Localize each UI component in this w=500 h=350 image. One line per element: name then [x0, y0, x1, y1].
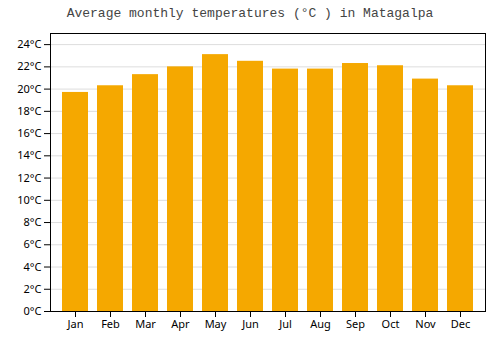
html-text:Average monthly temperatures (: Average monthly temperatures (°C ) in Ma… — [66, 6, 434, 21]
svg-text:Sep: Sep — [346, 316, 365, 331]
svg-text:8°C: 8°C — [24, 214, 42, 229]
svg-text:14°C: 14°C — [17, 147, 41, 162]
svg-text:10°C: 10°C — [17, 192, 41, 207]
svg-text:Mar: Mar — [135, 316, 156, 331]
svg-text:Feb: Feb — [101, 316, 120, 331]
svg-text:Aug: Aug — [310, 316, 331, 331]
svg-text:May: May — [205, 316, 227, 331]
svg-text:Dec: Dec — [451, 316, 471, 331]
svg-text:Apr: Apr — [171, 316, 190, 331]
svg-text:Jun: Jun — [241, 316, 259, 331]
svg-text:0°C: 0°C — [24, 303, 42, 318]
svg-text:12°C: 12°C — [17, 170, 41, 185]
svg-text:22°C: 22°C — [17, 58, 41, 73]
svg-text:Jan: Jan — [67, 316, 84, 331]
svg-text:Oct: Oct — [382, 316, 400, 331]
svg-text:Jul: Jul — [278, 316, 292, 331]
svg-text:Nov: Nov — [415, 316, 436, 331]
svg-text:2°C: 2°C — [24, 281, 42, 296]
svg-text:6°C: 6°C — [24, 236, 42, 251]
svg-text:24°C: 24°C — [17, 36, 41, 51]
svg-text:16°C: 16°C — [17, 125, 41, 140]
svg-text:20°C: 20°C — [17, 81, 41, 96]
svg-text:18°C: 18°C — [17, 103, 41, 118]
svg-text:4°C: 4°C — [24, 259, 42, 274]
